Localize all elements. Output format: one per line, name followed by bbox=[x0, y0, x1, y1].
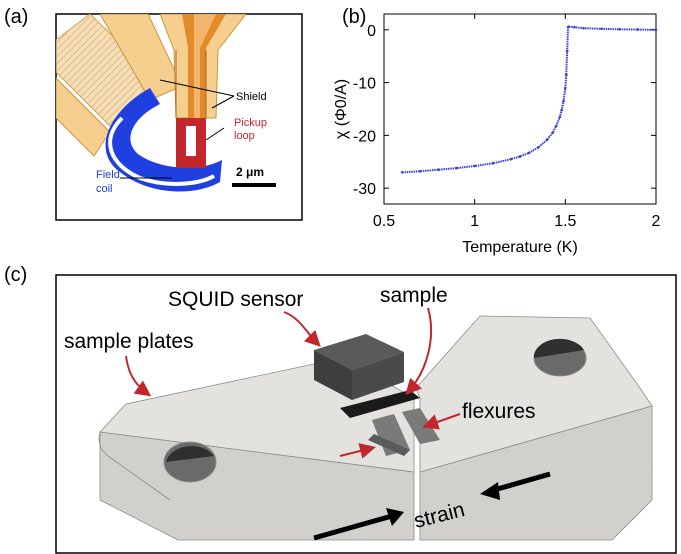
scale-bar bbox=[232, 183, 276, 187]
plate-right-top bbox=[415, 315, 653, 473]
y-tick-label: -20 bbox=[353, 128, 376, 145]
x-tick-label: 0.5 bbox=[373, 213, 395, 230]
sample-plates-label: sample plates bbox=[64, 330, 194, 353]
field-label-1: Field bbox=[96, 169, 120, 181]
x-tick-label: 1 bbox=[470, 213, 479, 230]
panel-c-label: (c) bbox=[4, 264, 28, 286]
orange-lead bbox=[182, 14, 226, 118]
flexure-arrow-right bbox=[422, 413, 461, 430]
flexure-2 bbox=[402, 408, 440, 444]
flexure-arrow-left bbox=[339, 443, 376, 459]
flexure-1 bbox=[372, 414, 410, 456]
x-tick-label: 1.5 bbox=[554, 213, 576, 230]
plates-arrow bbox=[125, 355, 152, 397]
squid-sensor-top bbox=[314, 334, 404, 370]
strain-arrow-left bbox=[493, 471, 551, 493]
y-axis-label: χ (Φ0/A) bbox=[333, 79, 350, 139]
plot-frame bbox=[383, 13, 657, 205]
pickup-label-2: loop bbox=[234, 130, 255, 142]
squid-sensor-label: SQUID sensor bbox=[168, 288, 303, 311]
strain-arrow-right bbox=[313, 513, 393, 541]
y-tick-label: 0 bbox=[367, 23, 376, 40]
panel-a-label: (a) bbox=[4, 6, 29, 28]
x-tick-label: 2 bbox=[652, 213, 661, 230]
sample-bar bbox=[340, 390, 420, 418]
x-axis-label: Temperature (K) bbox=[462, 239, 578, 256]
y-tick-label: -10 bbox=[353, 76, 376, 93]
field-coil bbox=[105, 88, 222, 192]
sample-arrow bbox=[405, 307, 432, 395]
flexures-label: flexures bbox=[462, 400, 536, 423]
scale-bar-label: 2 μm bbox=[236, 165, 264, 179]
shield-label: Shield bbox=[236, 91, 267, 103]
squid-sensor-front bbox=[314, 350, 352, 400]
squid-sensor-right bbox=[352, 352, 404, 400]
shield-lower-left bbox=[56, 77, 111, 157]
y-tick-label: -30 bbox=[353, 181, 376, 198]
field-label-2: coil bbox=[96, 183, 113, 195]
series-trace bbox=[402, 25, 657, 174]
pickup-label-1: Pickup bbox=[234, 117, 267, 129]
panel-b-label: (b) bbox=[342, 6, 367, 28]
sample-label: sample bbox=[380, 284, 448, 307]
squid-arrow bbox=[283, 311, 321, 347]
